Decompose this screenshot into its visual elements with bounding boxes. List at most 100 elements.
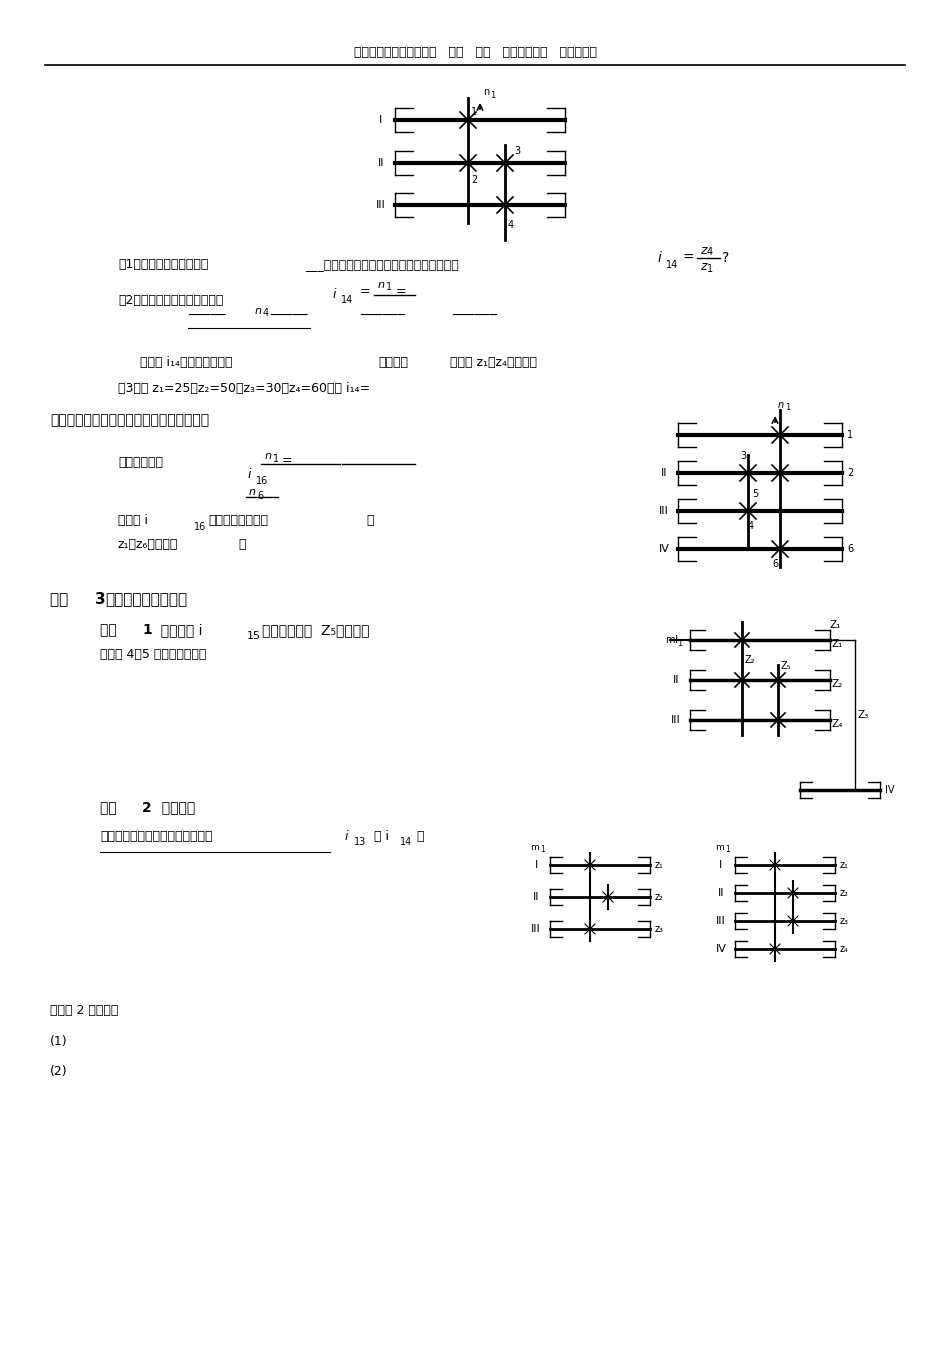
Text: z₁: z₁ — [840, 859, 849, 870]
Text: =: = — [282, 455, 293, 468]
Text: ___（能、不能）描述为相同或相反。思考：: ___（能、不能）描述为相同或相反。思考： — [305, 258, 459, 272]
Text: z₄: z₄ — [840, 944, 849, 954]
Text: 5: 5 — [752, 490, 758, 499]
Text: z: z — [700, 243, 707, 257]
Text: ─────: ───── — [188, 308, 225, 321]
Text: Z₂: Z₂ — [832, 679, 844, 689]
Text: Z₄: Z₄ — [832, 720, 844, 729]
Text: 和 i: 和 i — [370, 830, 389, 842]
Text: Z₃: Z₃ — [858, 710, 869, 720]
Text: ──────: ────── — [360, 308, 405, 321]
Text: 4: 4 — [707, 247, 713, 257]
Text: 3: 3 — [95, 593, 105, 608]
Text: III: III — [376, 200, 386, 210]
Text: 2: 2 — [142, 802, 152, 815]
Text: 的符号表达式应为: 的符号表达式应为 — [208, 515, 268, 527]
Text: 14: 14 — [666, 260, 678, 270]
Text: III: III — [716, 916, 726, 925]
Text: （1）该轮系首末两轮转向: （1）该轮系首末两轮转向 — [118, 258, 208, 272]
Text: （3）若 z₁=25、z₂=50、z₃=30、z₄=60，则 i₁₄=: （3）若 z₁=25、z₂=50、z₃=30、z₄=60，则 i₁₄= — [118, 382, 370, 394]
Text: IV: IV — [658, 543, 670, 554]
Text: (2): (2) — [50, 1065, 67, 1079]
Text: II: II — [661, 468, 667, 477]
Text: 认识惰轮: 认识惰轮 — [152, 802, 196, 815]
Text: 1: 1 — [142, 623, 152, 638]
Text: 。: 。 — [238, 538, 245, 551]
Text: （2）由传动比定义式推导：则: （2）由传动比定义式推导：则 — [118, 293, 223, 307]
Text: ：认识轮系中的惰轮: ：认识轮系中的惰轮 — [105, 593, 187, 608]
Text: i: i — [658, 252, 662, 265]
Text: 1: 1 — [386, 282, 392, 292]
Text: II: II — [533, 892, 540, 902]
Text: z₁: z₁ — [655, 859, 664, 870]
Text: ，: ， — [366, 515, 373, 527]
Text: 江苏省扬中中等专业学校   机电   专业   《机械基础》   课程导学案: 江苏省扬中中等专业学校 机电 专业 《机械基础》 课程导学案 — [353, 46, 597, 58]
Text: n: n — [378, 280, 385, 291]
Text: 1: 1 — [471, 108, 477, 117]
Text: 4: 4 — [263, 308, 269, 317]
Text: n: n — [255, 307, 262, 316]
Text: 6: 6 — [847, 543, 853, 554]
Text: II: II — [673, 675, 679, 685]
Text: I: I — [534, 859, 538, 870]
Text: n: n — [265, 451, 272, 461]
Text: z₂: z₂ — [840, 888, 849, 898]
Text: 2: 2 — [471, 175, 477, 186]
Text: 思考轮 2 的功用：: 思考轮 2 的功用： — [50, 1003, 119, 1017]
Text: i: i — [345, 830, 349, 842]
Text: III: III — [531, 924, 541, 933]
Text: z₃: z₃ — [655, 924, 664, 933]
Text: 看三星变向齿轮，写出两图传动比: 看三星变向齿轮，写出两图传动比 — [100, 830, 213, 842]
Text: 活动: 活动 — [100, 802, 122, 815]
Text: 3: 3 — [514, 147, 521, 156]
Text: m: m — [665, 635, 674, 646]
Text: z₂: z₂ — [655, 892, 664, 902]
Text: n: n — [778, 399, 784, 410]
Text: (1): (1) — [50, 1036, 67, 1049]
Text: z₁、z₆两轮转向: z₁、z₆两轮转向 — [118, 538, 179, 551]
Text: Z₁: Z₁ — [832, 639, 844, 650]
Text: II: II — [378, 157, 384, 168]
Text: z: z — [700, 261, 707, 273]
Text: I: I — [379, 116, 383, 125]
Text: m: m — [530, 842, 539, 851]
Text: 写传动比 i: 写传动比 i — [152, 623, 202, 638]
Text: i: i — [333, 288, 336, 300]
Text: 15: 15 — [247, 631, 261, 642]
Text: III: III — [671, 716, 681, 725]
Text: m: m — [715, 842, 724, 851]
Text: 表达式并说明  Z₅的转向。: 表达式并说明 Z₅的转向。 — [262, 623, 370, 638]
Text: 4: 4 — [748, 521, 754, 531]
Text: ，: ， — [416, 830, 424, 842]
Text: Z₅: Z₅ — [781, 660, 791, 671]
Text: 14: 14 — [400, 837, 412, 847]
Text: ，说明 z₁、z₄两轮转向: ，说明 z₁、z₄两轮转向 — [450, 356, 537, 370]
Text: 1: 1 — [707, 264, 713, 274]
Text: 1: 1 — [677, 639, 682, 647]
Text: 1: 1 — [273, 455, 279, 464]
Text: 6: 6 — [772, 560, 778, 569]
Text: 1: 1 — [847, 430, 853, 440]
Text: II: II — [718, 888, 724, 898]
Text: III: III — [659, 506, 669, 516]
Text: 写轮系传动比: 写轮系传动比 — [118, 456, 163, 469]
Text: 2: 2 — [847, 468, 853, 477]
Text: （注意 4、5 轮的啮合关系）: （注意 4、5 轮的啮合关系） — [100, 648, 206, 662]
Text: ──────: ────── — [452, 308, 497, 321]
Text: 16: 16 — [256, 476, 268, 486]
Text: ?: ? — [722, 252, 730, 265]
Text: 练习：写右图平面轮系的传动比的计算公式: 练习：写右图平面轮系的传动比的计算公式 — [50, 413, 209, 426]
Text: =: = — [396, 285, 407, 299]
Text: 1: 1 — [540, 846, 544, 854]
Text: 1: 1 — [490, 90, 495, 100]
Text: 14: 14 — [341, 295, 353, 305]
Text: 传动比 i: 传动比 i — [118, 515, 148, 527]
Text: 16: 16 — [194, 522, 206, 533]
Text: Z₂: Z₂ — [745, 655, 755, 664]
Text: 1: 1 — [785, 402, 790, 412]
Text: Z₁: Z₁ — [829, 620, 841, 629]
Text: IV: IV — [715, 944, 727, 954]
Text: I: I — [719, 859, 723, 870]
Text: 任务: 任务 — [50, 593, 73, 608]
Text: 传动比 i₁₄的符号表达式为: 传动比 i₁₄的符号表达式为 — [140, 356, 233, 370]
